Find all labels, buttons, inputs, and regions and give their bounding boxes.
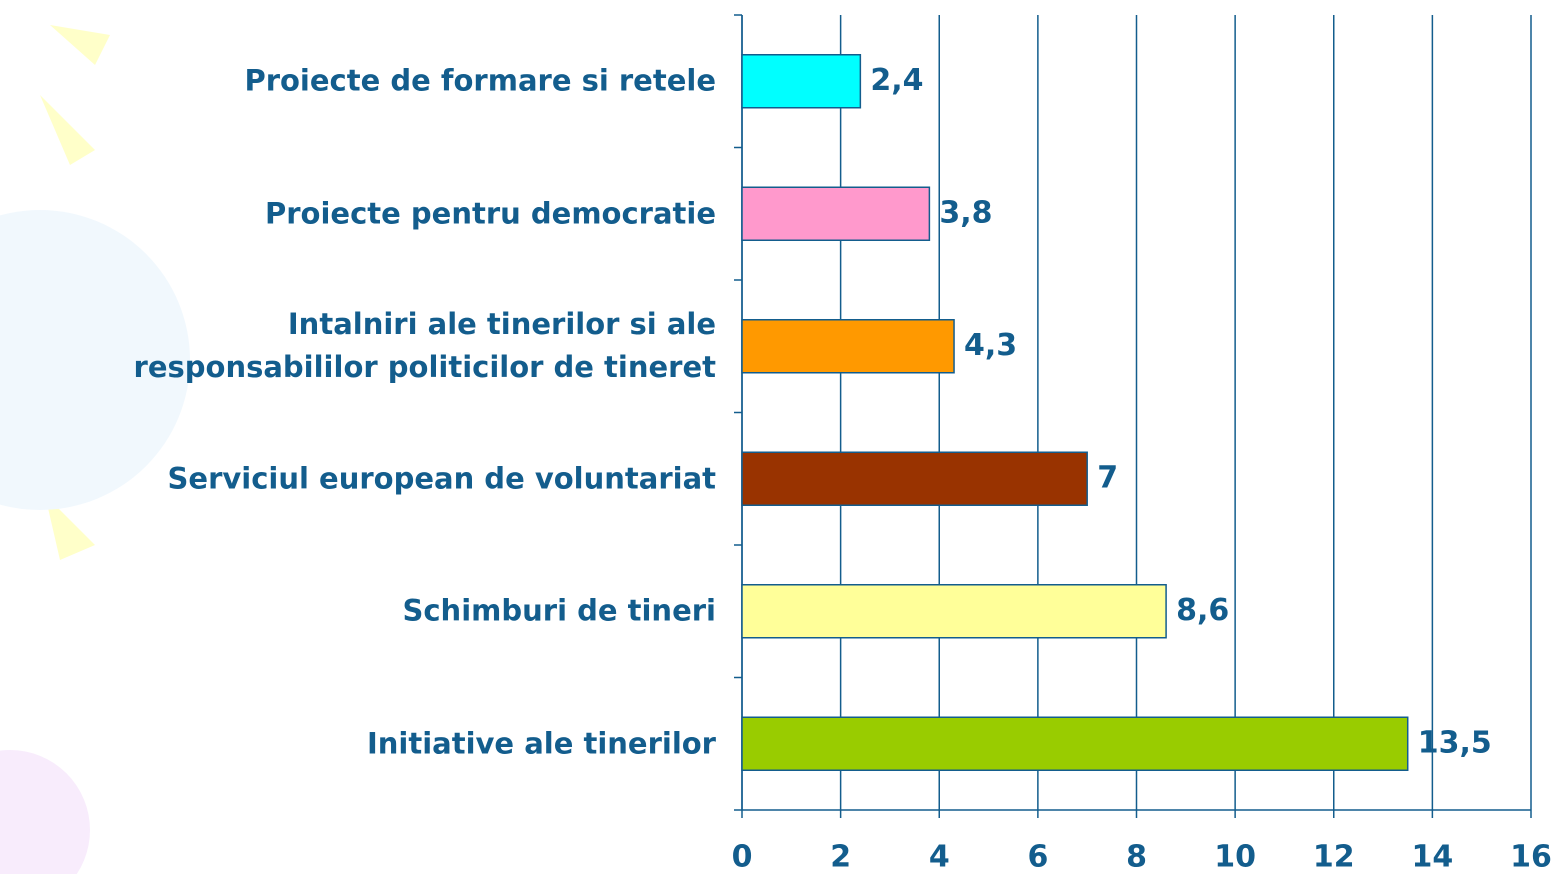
value-label: 8,6 — [1176, 593, 1229, 628]
value-label: 4,3 — [964, 328, 1017, 363]
bar — [742, 55, 860, 108]
x-tick-label: 8 — [1126, 840, 1147, 874]
y-tick-label: Initiative ale tinerilor — [0, 722, 716, 765]
y-tick-label: Proiecte de formare si retele — [0, 60, 716, 103]
x-tick-label: 16 — [1510, 840, 1552, 874]
bar — [742, 585, 1166, 638]
x-tick-label: 2 — [830, 840, 851, 874]
value-label: 7 — [1097, 460, 1118, 495]
value-label: 3,8 — [939, 195, 992, 230]
y-tick-label: Intalniri ale tinerilor si ale responsab… — [0, 303, 716, 389]
y-tick-label: Serviciul european de voluntariat — [0, 457, 716, 500]
bar — [742, 717, 1408, 770]
bar — [742, 452, 1087, 505]
value-label: 13,5 — [1418, 725, 1492, 760]
x-tick-label: 0 — [732, 840, 753, 874]
y-tick-label: Proiecte pentru democratie — [0, 192, 716, 235]
x-tick-label: 14 — [1412, 840, 1454, 874]
x-tick-label: 10 — [1214, 840, 1256, 874]
page: 02468101214162,43,84,378,613,5 (() => { … — [0, 0, 1559, 874]
x-tick-label: 4 — [929, 840, 950, 874]
value-label: 2,4 — [870, 63, 923, 98]
bar — [742, 320, 954, 373]
y-tick-label: Schimburi de tineri — [0, 590, 716, 633]
x-tick-label: 12 — [1313, 840, 1355, 874]
x-tick-label: 6 — [1027, 840, 1048, 874]
bar — [742, 187, 929, 240]
